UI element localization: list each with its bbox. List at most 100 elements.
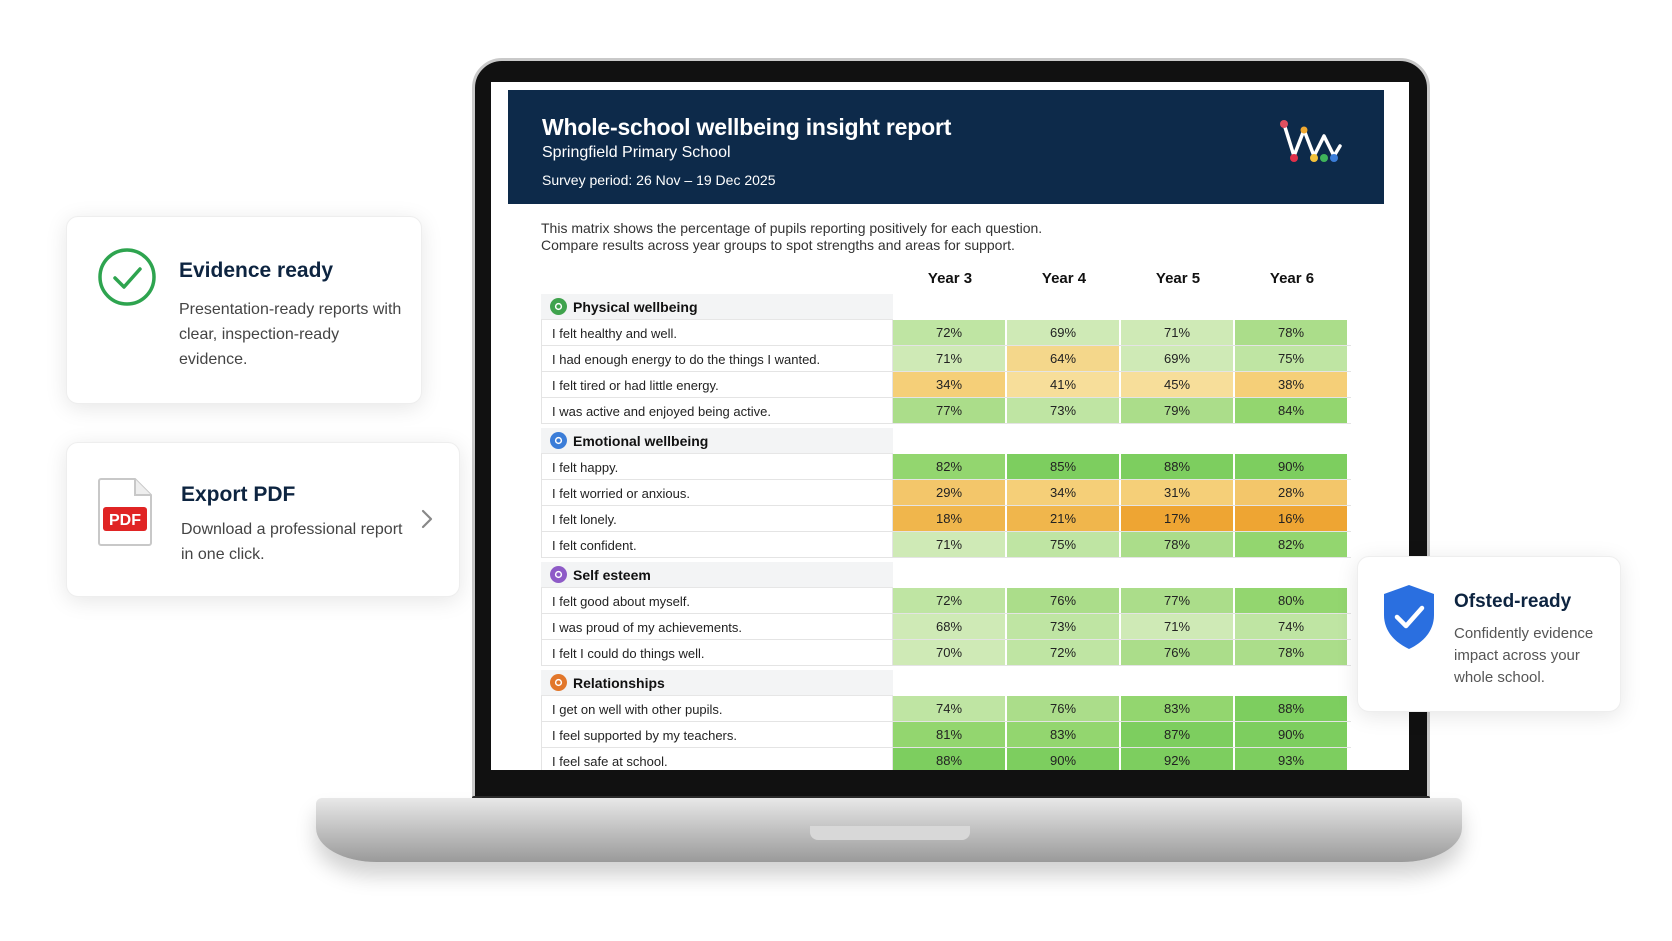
question-row: I had enough energy to do the things I w… (541, 346, 1351, 372)
value-cell: 71% (893, 532, 1006, 557)
question-row: I felt confident. 71% 75% 78% 82% (541, 532, 1351, 558)
value-cell: 70% (893, 640, 1006, 665)
value-cell: 81% (893, 722, 1006, 747)
value-cell: 76% (1007, 696, 1120, 721)
question-row: I felt worried or anxious. 29% 34% 31% 28% (541, 480, 1351, 506)
value-cell: 74% (893, 696, 1006, 721)
column-header: Year 6 (1269, 270, 1315, 287)
report-school: Springfield Primary School (542, 144, 731, 161)
people-icon (550, 674, 567, 691)
value-cell: 64% (1007, 346, 1120, 371)
report-title: Whole-school wellbeing insight report (542, 114, 952, 140)
question-label: I felt lonely. (541, 506, 893, 532)
value-cell: 31% (1121, 480, 1234, 505)
category-label: Physical wellbeing (541, 294, 893, 320)
value-cell: 87% (1121, 722, 1234, 747)
value-cell: 77% (893, 398, 1006, 423)
value-cell: 93% (1235, 748, 1348, 770)
value-cell: 71% (1121, 614, 1234, 639)
ofsted-ready-text: Confidently evidence impact across your … (1454, 625, 1594, 686)
value-cell: 17% (1121, 506, 1234, 531)
value-cell: 90% (1235, 722, 1348, 747)
value-cell: 82% (893, 454, 1006, 479)
value-cell: 75% (1007, 532, 1120, 557)
laptop-screen: Whole-school wellbeing insight report Sp… (491, 82, 1409, 770)
value-cell: 69% (1121, 346, 1234, 371)
question-row: I felt lonely. 18% 21% 17% 16% (541, 506, 1351, 532)
column-header: Year 3 (927, 270, 973, 287)
category-row: Relationships (541, 670, 1351, 696)
column-header: Year 4 (1041, 270, 1087, 287)
category-name: Emotional wellbeing (573, 432, 709, 449)
question-row: I felt I could do things well. 70% 72% 76% 7… (541, 640, 1351, 666)
value-cell: 16% (1235, 506, 1348, 531)
value-cell: 18% (893, 506, 1006, 531)
export-pdf-text: Download a professional report in one cl… (181, 521, 403, 563)
value-cell: 84% (1235, 398, 1348, 423)
value-cell: 90% (1007, 748, 1120, 770)
value-cell: 83% (1007, 722, 1120, 747)
value-cell: 85% (1007, 454, 1120, 479)
intro-line-1: This matrix shows the percentage of pupi… (541, 220, 1043, 236)
value-cell: 83% (1121, 696, 1234, 721)
question-label: I felt worried or anxious. (541, 480, 893, 506)
export-pdf-card[interactable]: PDF Export PDF Download a professional r… (66, 442, 460, 597)
ofsted-ready-card: Ofsted-ready Confidently evidence impact… (1357, 556, 1621, 712)
category-label: Emotional wellbeing (541, 428, 893, 454)
report-period: Survey period: 26 Nov – 19 Dec 2025 (542, 172, 776, 188)
value-cell: 68% (893, 614, 1006, 639)
question-row: I get on well with other pupils. 74% 76% 83… (541, 696, 1351, 722)
question-row: I feel supported by my teachers. 81% 83% 87… (541, 722, 1351, 748)
value-cell: 76% (1121, 640, 1234, 665)
value-cell: 78% (1235, 640, 1348, 665)
value-cell: 34% (1007, 480, 1120, 505)
question-label: I felt happy. (541, 454, 893, 480)
shield-check-icon (1384, 585, 1434, 649)
value-cell: 38% (1235, 372, 1348, 397)
question-row: I felt tired or had little energy. 34% 41%… (541, 372, 1351, 398)
question-label: I felt healthy and well. (541, 320, 893, 346)
column-headers: Year 3 Year 4 Year 5 Year 6 (541, 264, 1351, 294)
question-label: I was proud of my achievements. (541, 614, 893, 640)
question-row: I was proud of my achievements. 68% 73% 71%… (541, 614, 1351, 640)
category-label: Relationships (541, 670, 893, 696)
value-cell: 72% (1007, 640, 1120, 665)
intro-text: This matrix shows the percentage of pupi… (541, 220, 1361, 254)
value-cell: 88% (1121, 454, 1234, 479)
value-cell: 29% (893, 480, 1006, 505)
evidence-ready-title: Evidence ready (179, 259, 334, 282)
report-header: Whole-school wellbeing insight report Sp… (508, 90, 1384, 204)
question-label: I felt confident. (541, 532, 893, 558)
value-cell: 73% (1007, 614, 1120, 639)
value-cell: 73% (1007, 398, 1120, 423)
evidence-ready-text: Presentation-ready reports with clear, i… (179, 301, 402, 368)
pdf-file-icon: PDF (98, 478, 152, 546)
column-header: Year 5 (1155, 270, 1201, 287)
ofsted-ready-title: Ofsted-ready (1454, 591, 1572, 612)
question-label: I feel safe at school. (541, 748, 893, 770)
category-name: Relationships (573, 674, 665, 691)
face-icon (550, 432, 567, 449)
category-row: Physical wellbeing (541, 294, 1351, 320)
question-label: I feel supported by my teachers. (541, 722, 893, 748)
value-cell: 74% (1235, 614, 1348, 639)
value-cell: 77% (1121, 588, 1234, 613)
question-row: I felt good about myself. 72% 76% 77% 80% (541, 588, 1351, 614)
category-name: Physical wellbeing (573, 298, 698, 315)
question-label: I felt tired or had little energy. (541, 372, 893, 398)
value-cell: 80% (1235, 588, 1348, 613)
question-label: I get on well with other pupils. (541, 696, 893, 722)
chevron-right-icon[interactable] (419, 507, 435, 531)
question-label: I had enough energy to do the things I w… (541, 346, 893, 372)
category-name: Self esteem (573, 566, 651, 583)
value-cell: 88% (893, 748, 1006, 770)
value-cell: 78% (1121, 532, 1234, 557)
question-label: I felt good about myself. (541, 588, 893, 614)
laptop-notch (810, 826, 970, 840)
brand-logo-icon (1280, 120, 1342, 162)
value-cell: 21% (1007, 506, 1120, 531)
value-cell: 75% (1235, 346, 1348, 371)
heart-icon (550, 298, 567, 315)
value-cell: 76% (1007, 588, 1120, 613)
